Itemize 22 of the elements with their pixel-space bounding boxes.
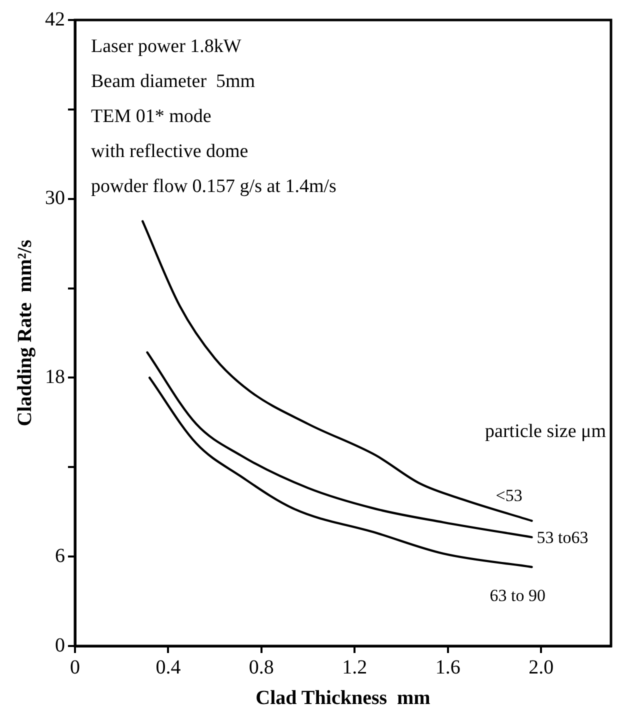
y-tick-label: 42 xyxy=(45,8,65,30)
x-tick-label: 1.2 xyxy=(342,656,368,678)
x-tick-label: 0.4 xyxy=(156,656,181,678)
annotation: with reflective dome xyxy=(91,141,248,162)
y-tick-label: 0 xyxy=(55,634,65,656)
y-tick-label: 6 xyxy=(55,544,65,567)
series-label: 53 to63 xyxy=(536,528,588,548)
x-tick-label: 0 xyxy=(70,656,80,678)
y-tick-label: 18 xyxy=(45,366,65,388)
legend-title: particle size μm xyxy=(485,421,606,442)
x-tick-label: 1.6 xyxy=(435,656,460,678)
series-label: <53 xyxy=(496,486,522,505)
x-tick-label: 0.8 xyxy=(248,656,274,678)
annotation: powder flow 0.157 g/s at 1.4m/s xyxy=(91,176,336,197)
x-tick-label: 2.0 xyxy=(528,656,554,678)
x-axis-title: Clad Thickness mm xyxy=(256,687,431,710)
y-axis-title: Cladding Rate mm²/s xyxy=(14,240,36,426)
annotation: Laser power 1.8kW xyxy=(91,36,242,57)
y-tick-label: 30 xyxy=(45,187,65,210)
series-label: 63 to 90 xyxy=(490,586,546,606)
annotation: Beam diameter 5mm xyxy=(91,71,256,92)
annotation: TEM 01* mode xyxy=(91,106,212,127)
